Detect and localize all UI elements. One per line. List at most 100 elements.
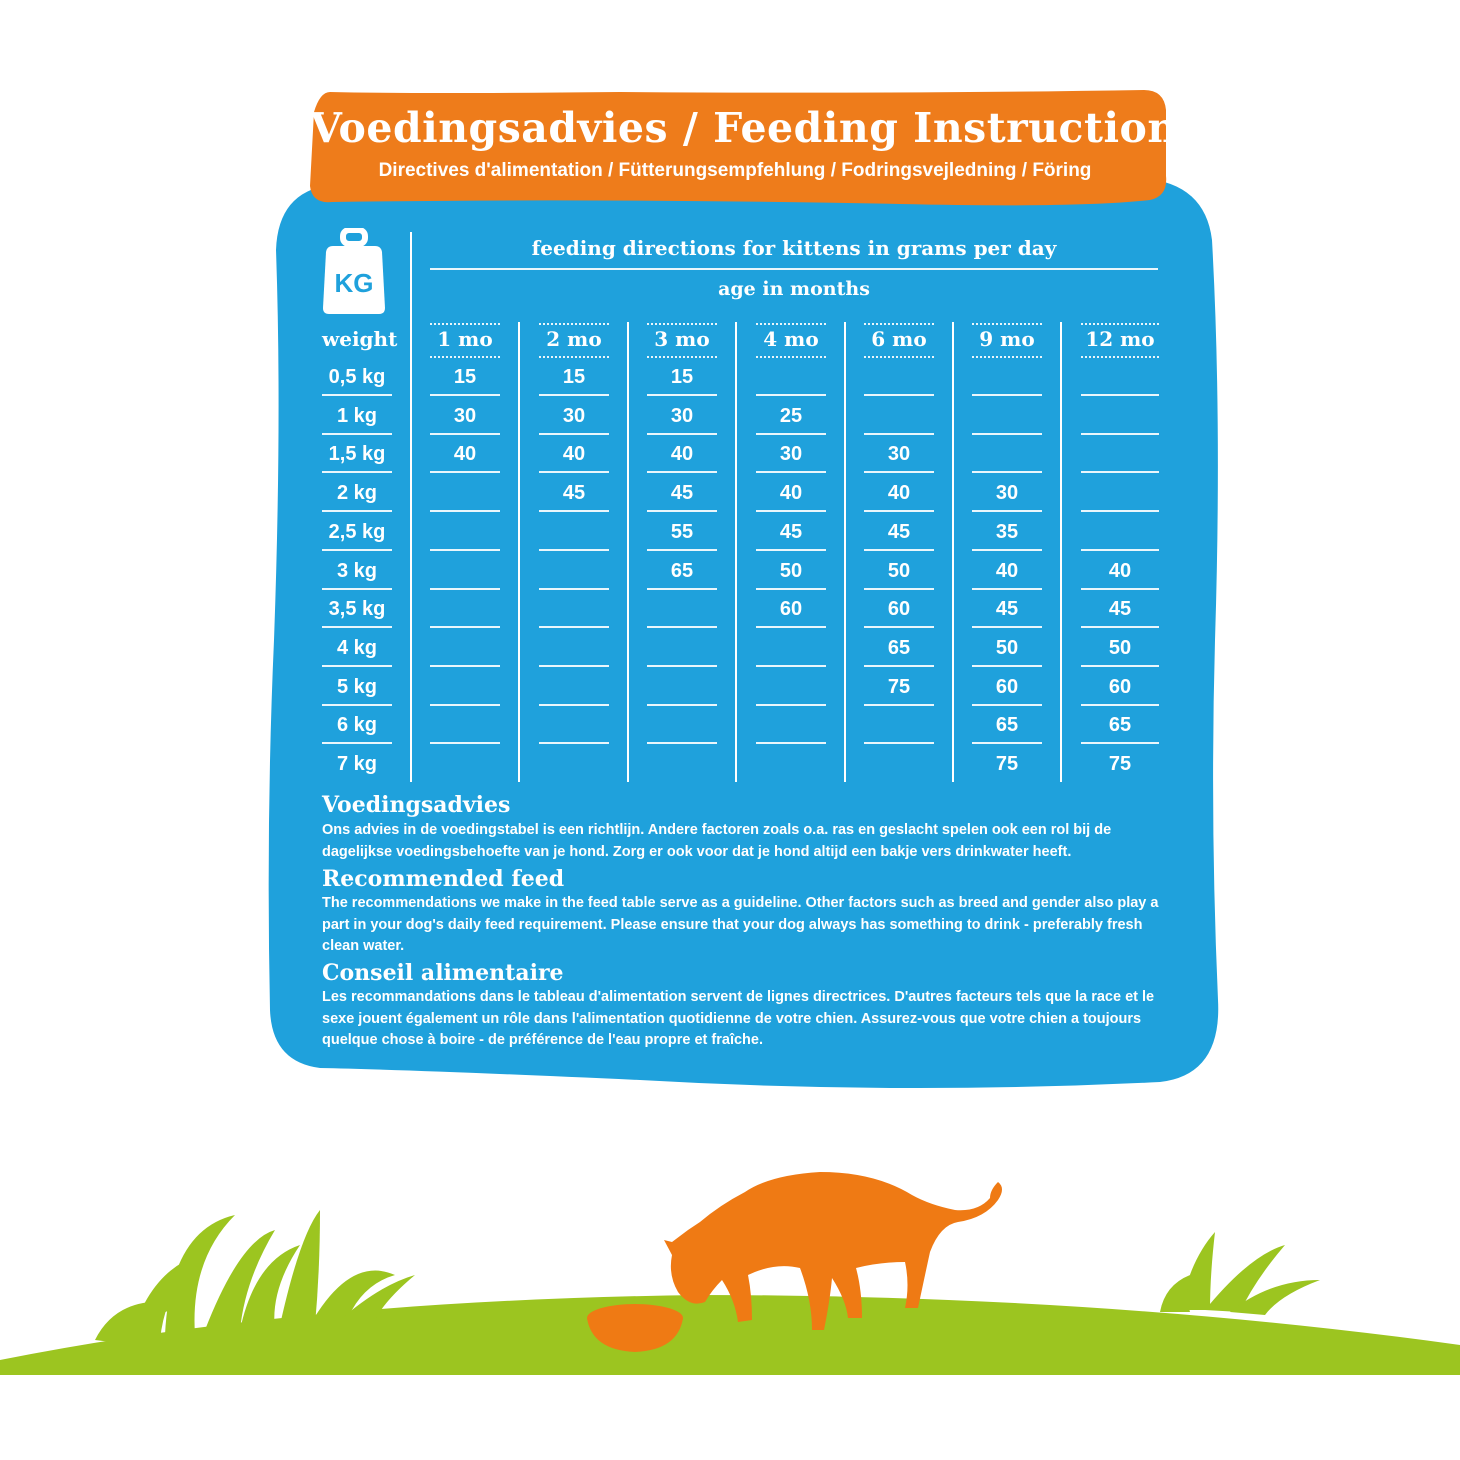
row-divider xyxy=(756,587,826,590)
value-cell: 50 xyxy=(779,559,803,582)
cat-eating-icon xyxy=(664,1172,1002,1330)
column-header-underline xyxy=(1081,356,1159,358)
row-divider xyxy=(1081,548,1159,551)
grass-blades-right xyxy=(1160,1232,1320,1315)
row-divider xyxy=(756,394,826,396)
value-cell: 65 xyxy=(670,559,694,582)
value-cell: 55 xyxy=(670,520,694,543)
weight-cell: 1 kg xyxy=(336,404,378,427)
column-separator xyxy=(627,322,629,782)
value-cell: 40 xyxy=(887,482,911,505)
value-cell: 30 xyxy=(453,404,477,427)
value-cell xyxy=(1081,358,1159,396)
value-cell xyxy=(972,435,1042,473)
column-header-topline xyxy=(539,323,609,325)
row-divider xyxy=(647,548,717,551)
value-cell xyxy=(647,706,717,744)
row-divider xyxy=(864,587,934,590)
value-cell xyxy=(430,745,500,783)
column-header-topline xyxy=(1081,323,1159,325)
section-text-en: The recommendations we make in the feed … xyxy=(322,895,1159,954)
row-divider xyxy=(756,626,826,629)
row-divider xyxy=(756,432,826,435)
row-divider xyxy=(539,742,609,745)
row-divider xyxy=(322,548,392,551)
value-cell: 40 xyxy=(779,482,803,505)
value-cell: 45 xyxy=(1108,598,1132,621)
value-cell: 60 xyxy=(1108,675,1132,698)
value-cell xyxy=(430,552,500,590)
weight-kg-icon: KG xyxy=(323,228,385,314)
row-divider xyxy=(539,587,609,590)
row-divider xyxy=(430,471,500,474)
value-cell xyxy=(972,358,1042,396)
weight-cell: 2,5 kg xyxy=(328,520,386,543)
weight-cell: 1,5 kg xyxy=(328,443,386,466)
value-cell: 40 xyxy=(995,559,1019,582)
table-subheading: age in months xyxy=(718,278,870,300)
value-cell xyxy=(539,706,609,744)
food-bowl-icon xyxy=(587,1304,683,1352)
value-cell xyxy=(1081,397,1159,435)
weight-header: weight xyxy=(322,327,398,351)
row-divider xyxy=(647,703,717,706)
row-divider xyxy=(539,703,609,706)
row-divider xyxy=(647,394,717,396)
value-cell: 30 xyxy=(779,443,803,466)
column-header: 1 mo xyxy=(437,327,493,351)
row-divider xyxy=(647,587,717,590)
row-divider xyxy=(864,742,934,745)
column-separator xyxy=(410,232,412,782)
row-divider xyxy=(539,626,609,629)
row-divider xyxy=(647,742,717,745)
value-cell: 45 xyxy=(562,482,586,505)
value-cell xyxy=(647,745,717,783)
value-cell xyxy=(864,397,934,435)
value-cell xyxy=(539,513,609,551)
value-cell xyxy=(756,629,826,667)
row-divider xyxy=(864,510,934,513)
value-cell xyxy=(647,668,717,706)
row-divider xyxy=(756,742,826,745)
section-title-en: Recommended feed xyxy=(322,866,565,892)
row-divider xyxy=(322,471,392,474)
row-divider xyxy=(1081,703,1159,706)
value-cell xyxy=(539,745,609,783)
column-header-underline xyxy=(430,356,500,358)
weight-cell: 0,5 kg xyxy=(328,366,386,388)
row-divider xyxy=(647,626,717,629)
row-divider xyxy=(322,742,392,745)
value-cell: 65 xyxy=(887,636,911,659)
value-cell: 60 xyxy=(887,598,911,621)
row-divider xyxy=(647,432,717,435)
column-header-topline xyxy=(756,323,826,325)
row-divider xyxy=(430,432,500,435)
value-cell: 50 xyxy=(1108,636,1132,659)
page-title: Voedingsadvies / Feeding Instruction xyxy=(310,104,1178,152)
column-separator xyxy=(518,322,520,782)
value-cell xyxy=(647,590,717,628)
value-cell xyxy=(972,397,1042,435)
value-cell xyxy=(1081,435,1159,473)
row-divider xyxy=(972,548,1042,551)
row-divider xyxy=(322,587,392,590)
value-cell xyxy=(430,706,500,744)
weight-cell: 5 kg xyxy=(336,675,378,698)
column-header-topline xyxy=(430,323,500,325)
value-cell xyxy=(430,513,500,551)
row-divider xyxy=(756,548,826,551)
row-divider xyxy=(647,471,717,474)
row-divider xyxy=(972,394,1042,396)
row-divider xyxy=(756,664,826,667)
row-divider xyxy=(1081,587,1159,590)
row-divider xyxy=(322,432,392,435)
weight-cell: 3 kg xyxy=(336,559,378,582)
value-cell xyxy=(864,745,934,783)
row-divider xyxy=(1081,742,1159,745)
weight-cell: 3,5 kg xyxy=(328,598,386,621)
row-divider xyxy=(972,432,1042,435)
column-header: 6 mo xyxy=(871,327,927,351)
value-cell: 40 xyxy=(453,443,477,466)
row-divider xyxy=(864,548,934,551)
value-cell: 50 xyxy=(995,636,1019,659)
